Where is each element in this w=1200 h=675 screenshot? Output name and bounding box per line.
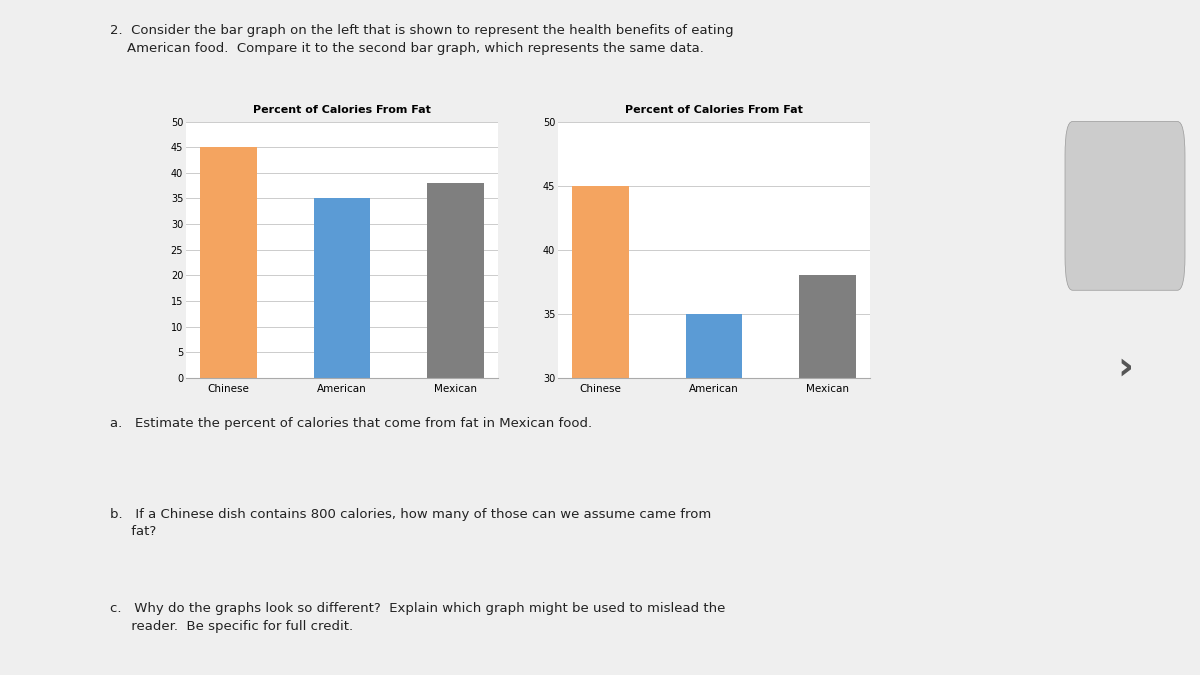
Title: Percent of Calories From Fat: Percent of Calories From Fat bbox=[253, 105, 431, 115]
Text: ›: › bbox=[1117, 349, 1134, 387]
Text: reader.  Be specific for full credit.: reader. Be specific for full credit. bbox=[110, 620, 354, 632]
Bar bbox=[200, 147, 257, 378]
Title: Percent of Calories From Fat: Percent of Calories From Fat bbox=[625, 105, 803, 115]
Bar bbox=[685, 314, 743, 675]
Text: fat?: fat? bbox=[110, 525, 157, 538]
Bar bbox=[313, 198, 371, 378]
Text: American food.  Compare it to the second bar graph, which represents the same da: American food. Compare it to the second … bbox=[110, 42, 704, 55]
Bar bbox=[799, 275, 856, 675]
Text: c.   Why do the graphs look so different?  Explain which graph might be used to : c. Why do the graphs look so different? … bbox=[110, 602, 726, 615]
Bar bbox=[572, 186, 629, 675]
Bar bbox=[427, 183, 484, 378]
Text: b.   If a Chinese dish contains 800 calories, how many of those can we assume ca: b. If a Chinese dish contains 800 calori… bbox=[110, 508, 712, 520]
Text: a.   Estimate the percent of calories that come from fat in Mexican food.: a. Estimate the percent of calories that… bbox=[110, 417, 593, 430]
Text: 2.  Consider the bar graph on the left that is shown to represent the health ben: 2. Consider the bar graph on the left th… bbox=[110, 24, 734, 36]
FancyBboxPatch shape bbox=[1066, 122, 1186, 290]
